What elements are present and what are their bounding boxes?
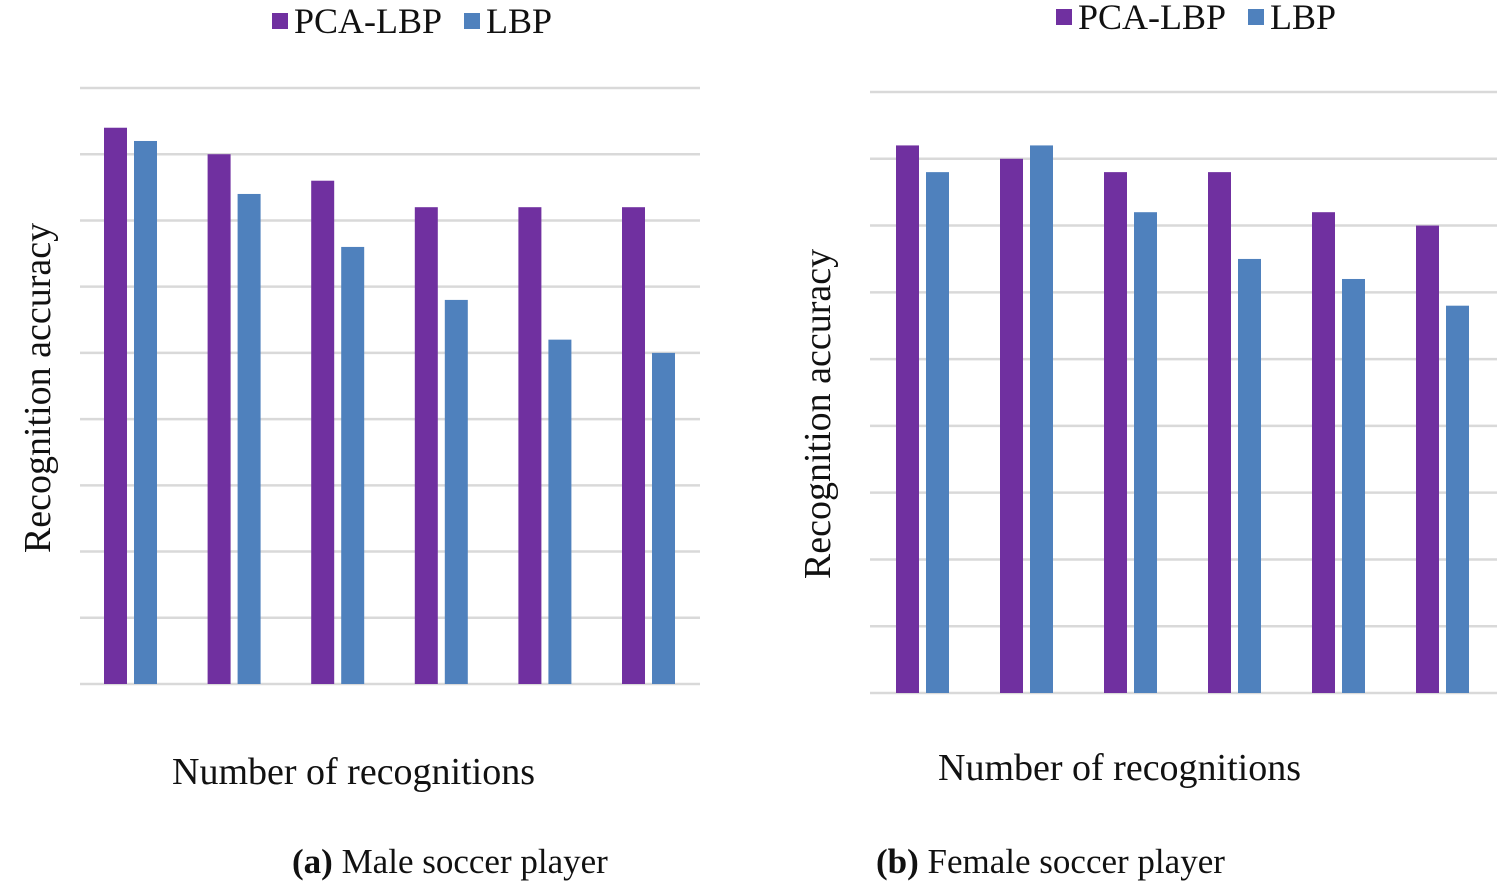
bar-lbp-6	[652, 352, 675, 684]
bar-pca-lbp-3	[311, 180, 335, 684]
bar-lbp-1	[134, 140, 157, 684]
chart-female: PCA-LBP LBP Recognition accuracy Number …	[760, 0, 1499, 888]
legend-swatch-lbp	[1248, 9, 1265, 25]
legend: PCA-LBP LBP	[272, 0, 552, 42]
legend-label-pca-lbp: PCA-LBP	[294, 1, 443, 41]
caption-text: Female soccer player	[927, 842, 1225, 881]
bar-lbp-3	[341, 246, 365, 684]
caption-letter: (b)	[876, 842, 919, 881]
bar-pca-lbp-5	[518, 207, 542, 684]
legend-swatch-pca-lbp	[1056, 9, 1072, 25]
bar-pca-lbp-2	[207, 154, 231, 684]
bar-pca-lbp-3	[1104, 172, 1127, 694]
bar-pca-lbp-5	[1312, 212, 1335, 693]
caption-text: Male soccer player	[341, 842, 608, 881]
legend-label-lbp: LBP	[486, 1, 553, 41]
bar-lbp-4	[444, 299, 468, 684]
caption: (a) Male soccer player	[292, 842, 608, 882]
bar-lbp-1	[926, 172, 949, 694]
legend-item-lbp: LBP	[1248, 0, 1336, 38]
chart-male: PCA-LBP LBP Recognition accuracy Number …	[0, 0, 740, 888]
y-axis-label: Recognition accuracy	[17, 222, 59, 554]
bar-pca-lbp-4	[414, 207, 438, 684]
bar-lbp-3	[1134, 212, 1157, 693]
bar-pca-lbp-6	[1416, 225, 1439, 694]
legend-label-pca-lbp: PCA-LBP	[1078, 0, 1227, 37]
plot-area	[870, 90, 1497, 695]
x-axis-label: Number of recognitions	[938, 747, 1302, 789]
plot-area	[80, 86, 700, 686]
caption-letter: (a)	[292, 842, 333, 881]
legend-item-pca-lbp: PCA-LBP	[1056, 0, 1226, 38]
bar-pca-lbp-2	[1000, 158, 1023, 693]
legend-item-lbp: LBP	[464, 0, 552, 42]
bar-lbp-2	[1030, 145, 1053, 693]
legend: PCA-LBP LBP	[1056, 0, 1336, 38]
legend-item-pca-lbp: PCA-LBP	[272, 0, 442, 42]
bar-pca-lbp-6	[622, 207, 645, 684]
bar-lbp-4	[1238, 258, 1261, 693]
legend-swatch-lbp	[464, 13, 481, 29]
bar-lbp-5	[1342, 278, 1365, 693]
bar-pca-lbp-4	[1208, 172, 1231, 694]
bar-lbp-5	[548, 339, 572, 684]
x-axis-label: Number of recognitions	[172, 751, 536, 793]
bar-pca-lbp-1	[104, 127, 127, 684]
legend-label-lbp: LBP	[1270, 0, 1337, 37]
legend-swatch-pca-lbp	[272, 13, 288, 29]
bar-pca-lbp-1	[896, 145, 919, 693]
bar-lbp-6	[1446, 305, 1469, 693]
bar-lbp-2	[237, 193, 261, 684]
y-axis-label: Recognition accuracy	[797, 248, 839, 580]
caption: (b) Female soccer player	[876, 842, 1225, 882]
